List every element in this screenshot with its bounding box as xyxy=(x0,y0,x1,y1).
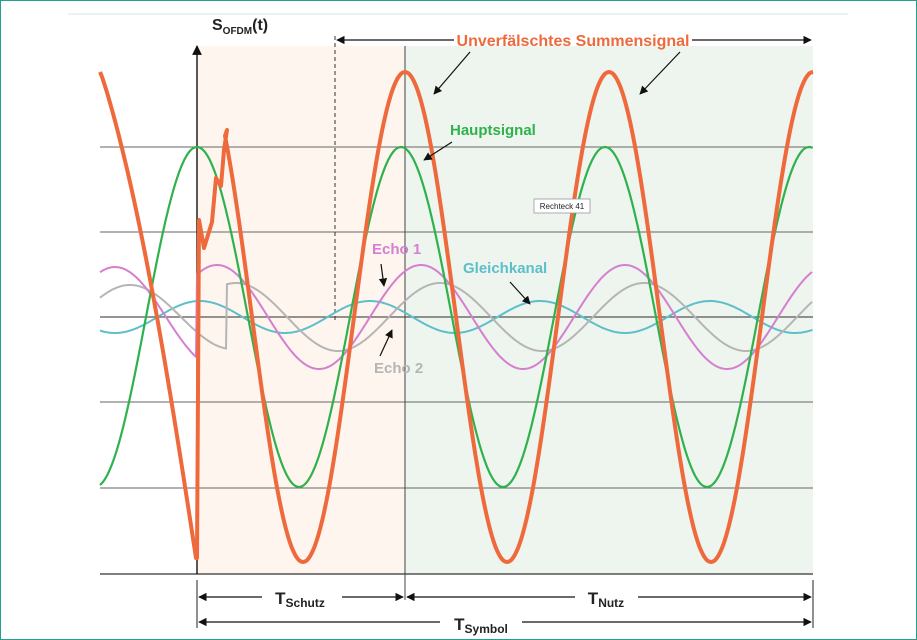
echo2-pointer xyxy=(379,329,393,357)
echo2-label: Echo 2 xyxy=(374,360,423,377)
y-axis-label: SOFDM(t) xyxy=(212,17,268,37)
gleichkanal-label: Gleichkanal xyxy=(463,260,547,277)
t-nutz-label: TNutz xyxy=(588,589,624,610)
rechteck-tag-label: Rechteck 41 xyxy=(540,202,585,211)
gleichkanal-pointer xyxy=(509,281,531,305)
summensignal-pointer-2 xyxy=(639,51,681,95)
echo1-pointer xyxy=(378,263,388,287)
echo1-curve xyxy=(99,264,813,370)
echo1-label: Echo 1 xyxy=(372,241,421,258)
summensignal-pointer-1 xyxy=(433,51,471,95)
signal-curves xyxy=(98,70,814,564)
useful-interval-background xyxy=(405,46,813,574)
hauptsignal-label: Hauptsignal xyxy=(450,122,536,139)
t-schutz-label: TSchutz xyxy=(275,589,325,610)
hauptsignal-pointer xyxy=(423,141,453,161)
summensignal-label: Unverfälschtes Summensignal xyxy=(457,33,690,50)
summensignal-curve xyxy=(98,70,814,564)
echo2-curve xyxy=(99,282,813,352)
t-symbol-label: TSymbol xyxy=(454,615,508,636)
rechteck-tag-box xyxy=(533,198,591,214)
